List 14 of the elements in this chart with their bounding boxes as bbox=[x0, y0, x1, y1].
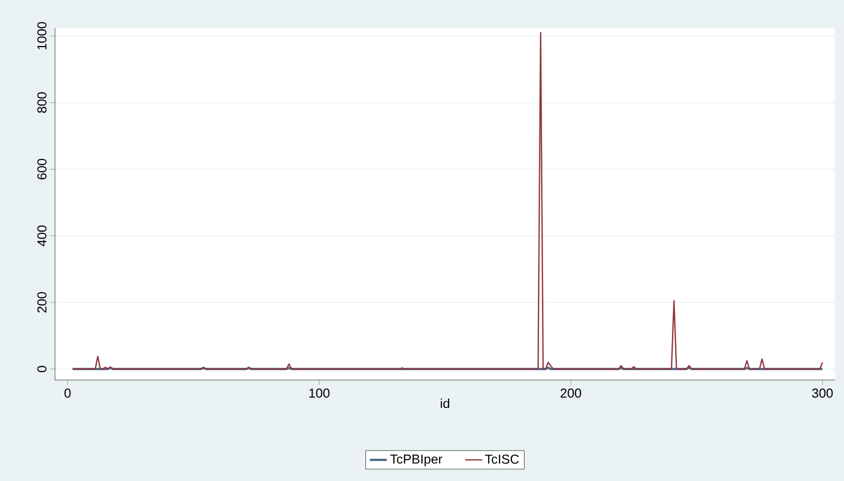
y-tick-label: 0 bbox=[37, 366, 46, 372]
x-axis-title: id bbox=[440, 398, 450, 408]
y-tick-label: 800 bbox=[37, 92, 46, 113]
legend-label: TcISC bbox=[485, 454, 519, 464]
x-tick-label: 100 bbox=[309, 388, 330, 398]
y-tick-label: 400 bbox=[37, 226, 46, 246]
x-tick-label: 200 bbox=[560, 388, 582, 398]
y-tick-label: 600 bbox=[37, 158, 46, 180]
y-tick-label: 1000 bbox=[37, 22, 46, 50]
y-tick-label: 200 bbox=[37, 292, 46, 313]
x-tick-label: 0 bbox=[64, 388, 71, 398]
line-series bbox=[72, 32, 824, 370]
x-tick-label: 300 bbox=[812, 388, 833, 398]
legend-label: TcPBIper bbox=[390, 454, 442, 466]
